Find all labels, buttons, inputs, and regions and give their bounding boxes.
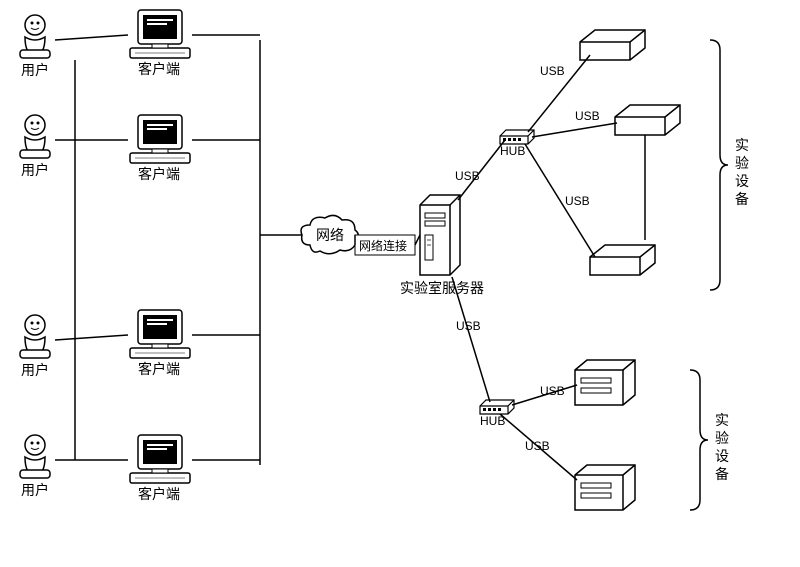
network-label: 网络 <box>316 227 344 243</box>
user-icon <box>20 115 50 158</box>
usb-label: USB <box>525 439 550 453</box>
user-label: 用户 <box>21 62 49 78</box>
usb-label: USB <box>540 384 565 398</box>
usb-label: USB <box>565 194 590 208</box>
client-label: 客户端 <box>138 61 180 77</box>
user-icon <box>20 15 50 58</box>
client-pc-icon <box>130 435 190 483</box>
hub-icon <box>480 400 514 414</box>
user-client-line <box>55 335 128 340</box>
lab-equip-label: 实验设备 <box>715 412 729 482</box>
hub-label: HUB <box>500 144 525 158</box>
box-server-line <box>415 235 420 245</box>
lab-device-box <box>575 465 635 510</box>
lab-device-flat <box>615 105 680 135</box>
user-icon <box>20 435 50 478</box>
hub-dev2-line <box>532 123 617 137</box>
bracket <box>690 370 708 510</box>
client-pc-icon <box>130 115 190 163</box>
user-client-line <box>55 35 128 40</box>
client-pc-icon <box>130 310 190 358</box>
user-label: 用户 <box>21 162 49 178</box>
server-label: 实验室服务器 <box>400 280 484 296</box>
lab-equip-label: 实验设备 <box>735 137 749 207</box>
usb-label: USB <box>456 319 481 333</box>
bracket <box>710 40 728 290</box>
hub-icon <box>500 130 534 144</box>
server-icon <box>420 195 460 275</box>
user-icon <box>20 315 50 358</box>
usb-label: USB <box>575 109 600 123</box>
net-conn-label: 网络连接 <box>359 238 407 253</box>
usb-label: USB <box>455 169 480 183</box>
client-label: 客户端 <box>138 486 180 502</box>
client-label: 客户端 <box>138 361 180 377</box>
user-label: 用户 <box>21 482 49 498</box>
client-label: 客户端 <box>138 166 180 182</box>
client-pc-icon <box>130 10 190 58</box>
lab-device-flat <box>590 245 655 275</box>
lab-device-box <box>575 360 635 405</box>
user-label: 用户 <box>21 362 49 378</box>
usb-label: USB <box>540 64 565 78</box>
